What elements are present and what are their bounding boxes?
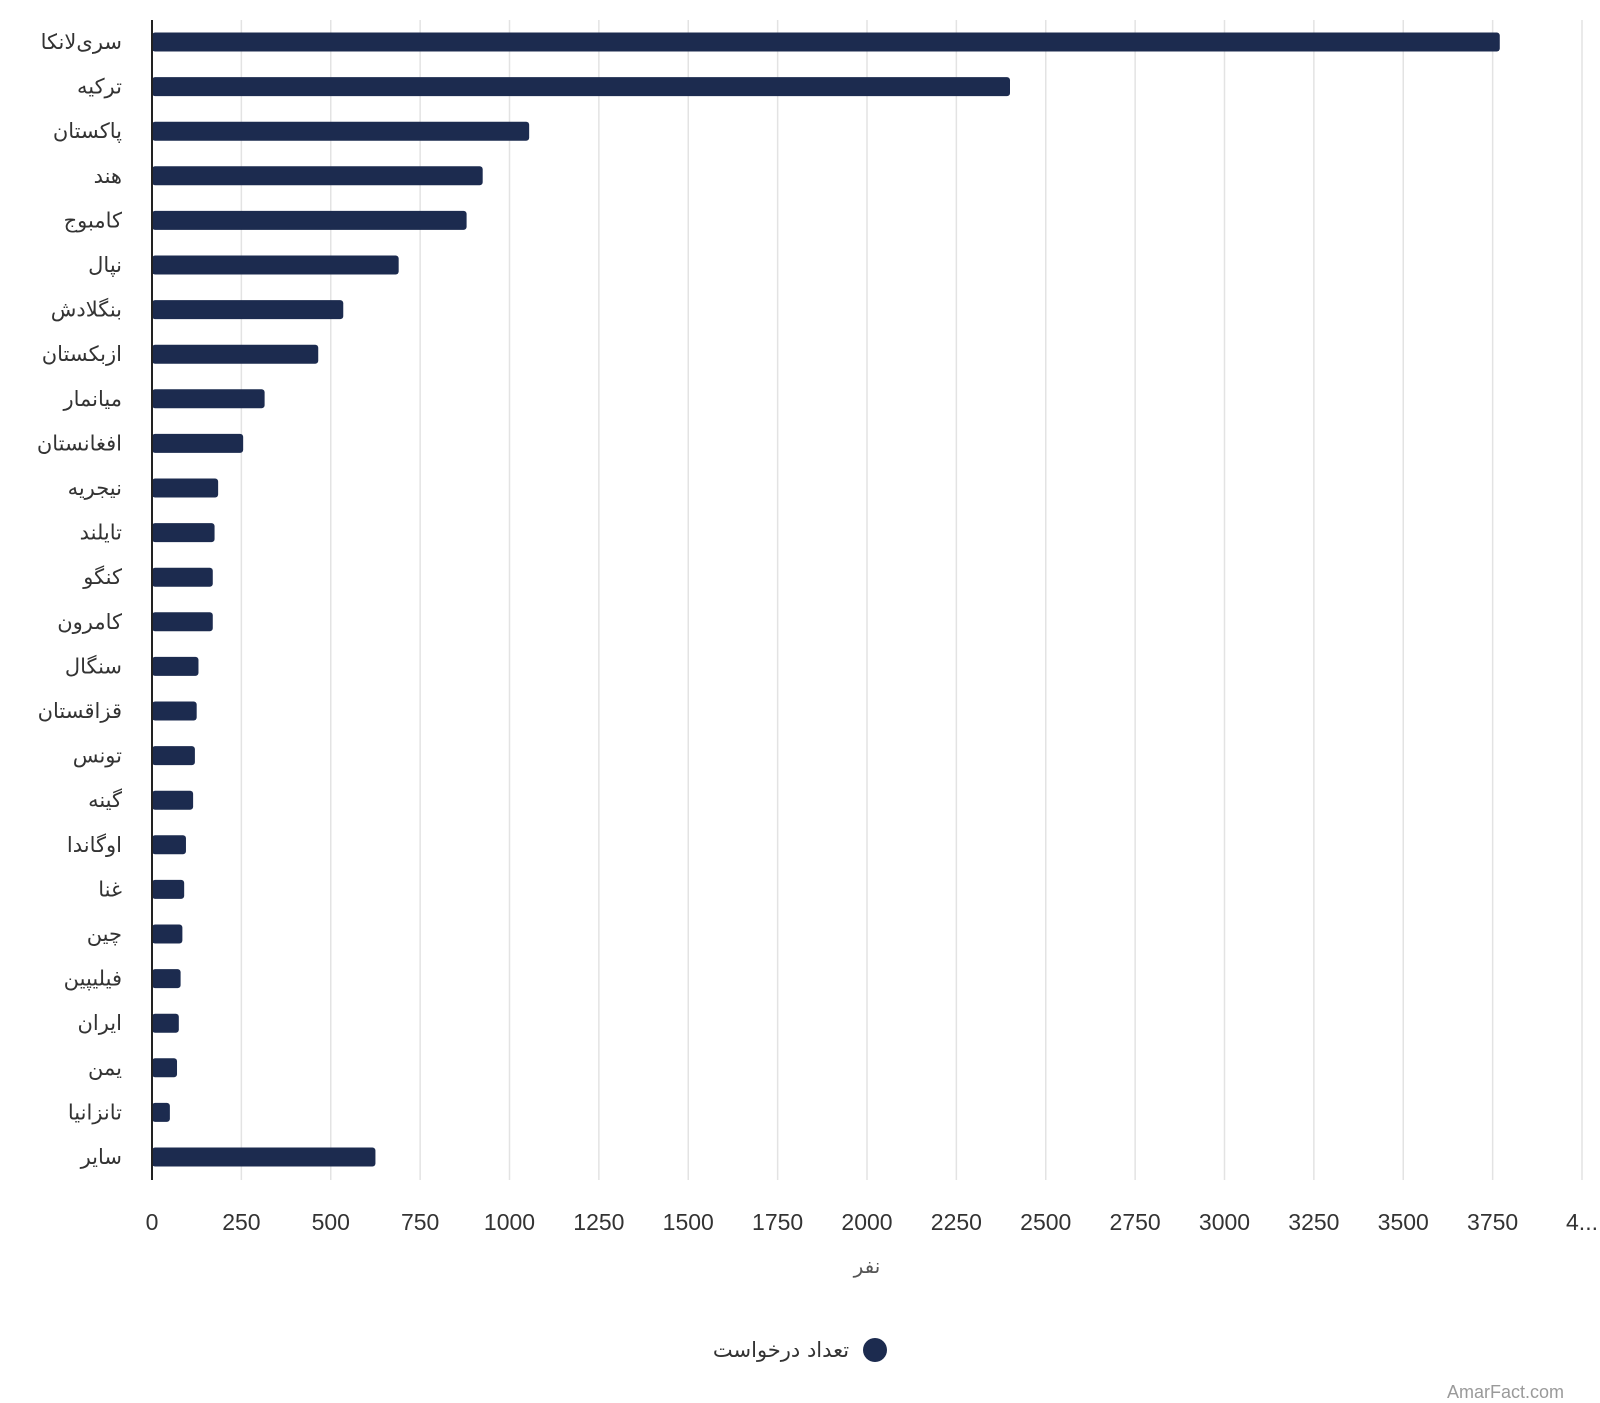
category-label: ایران	[77, 1011, 122, 1035]
bar[interactable]	[152, 344, 319, 364]
x-tick-label: 1000	[484, 1209, 535, 1235]
category-label: گینه	[88, 788, 122, 812]
bar[interactable]	[152, 567, 213, 587]
category-label: تایلند	[80, 521, 123, 545]
bar[interactable]	[152, 1147, 376, 1167]
x-tick-label: 4...	[1566, 1209, 1598, 1235]
bar[interactable]	[152, 790, 194, 810]
watermark: AmarFact.com	[1446, 1382, 1564, 1402]
category-label: کنگو	[82, 565, 122, 589]
bar-chart: سری‌لانکا ترکیه پاکستان هند کامبوج نپال بنگلاد…	[37, 20, 1598, 1278]
bar[interactable]	[152, 166, 483, 186]
category-label: تانزانیا	[68, 1100, 122, 1124]
x-axis-title: نفر	[853, 1254, 881, 1278]
bar[interactable]	[152, 1102, 170, 1122]
category-labels: سری‌لانکا ترکیه پاکستان هند کامبوج نپال بنگلاد…	[37, 30, 122, 1169]
category-label: غنا	[98, 877, 122, 901]
category-label: پاکستان	[53, 119, 122, 143]
x-tick-label: 2750	[1110, 1209, 1161, 1235]
bar[interactable]	[152, 255, 399, 275]
bar[interactable]	[152, 121, 530, 141]
bar[interactable]	[152, 656, 199, 676]
category-label: تونس	[73, 744, 122, 768]
bar[interactable]	[152, 924, 183, 944]
category-label: ترکیه	[77, 75, 122, 99]
bar[interactable]	[152, 1013, 179, 1033]
x-tick-label: 750	[401, 1209, 439, 1235]
category-label: نیجریه	[68, 476, 122, 500]
category-label: سنگال	[65, 654, 122, 678]
category-label: سری‌لانکا	[41, 30, 122, 54]
legend: تعداد درخواست	[0, 1330, 1600, 1370]
category-label: ازبکستان	[42, 342, 122, 366]
x-tick-label: 1250	[573, 1209, 624, 1235]
x-tick-label: 3750	[1467, 1209, 1518, 1235]
category-label: کامرون	[57, 610, 122, 634]
x-tick-label: 2500	[1020, 1209, 1071, 1235]
bar[interactable]	[152, 300, 344, 320]
category-label: هند	[94, 164, 122, 188]
bar[interactable]	[152, 389, 265, 409]
category-label: چین	[87, 922, 122, 946]
bar[interactable]	[152, 433, 244, 453]
x-tick-labels: 0 250 500 750 1000 1250 1500 1750 2000 2250 2500 27…	[146, 1209, 1598, 1235]
bar[interactable]	[152, 478, 219, 498]
bar[interactable]	[152, 77, 1010, 97]
category-label: افغانستان	[37, 431, 122, 455]
x-tick-label: 2000	[841, 1209, 892, 1235]
x-tick-label: 0	[146, 1209, 159, 1235]
bar[interactable]	[152, 210, 467, 230]
legend-item[interactable]: تعداد درخواست	[712, 1338, 888, 1362]
category-label: قزاقستان	[38, 699, 122, 723]
x-tick-label: 3000	[1199, 1209, 1250, 1235]
category-label: یمن	[88, 1056, 122, 1080]
bar[interactable]	[152, 969, 181, 989]
x-tick-label: 3500	[1378, 1209, 1429, 1235]
category-label: کامبوج	[64, 208, 122, 233]
bar[interactable]	[152, 32, 1500, 52]
legend-label: تعداد درخواست	[712, 1338, 850, 1362]
bar[interactable]	[152, 879, 185, 899]
category-label: اوگاندا	[67, 833, 122, 857]
category-label: میانمار	[62, 387, 122, 411]
x-tick-label: 250	[222, 1209, 260, 1235]
x-tick-label: 1750	[752, 1209, 803, 1235]
bar[interactable]	[152, 835, 186, 855]
x-tick-label: 3250	[1288, 1209, 1339, 1235]
x-tick-label: 2250	[931, 1209, 982, 1235]
bar[interactable]	[152, 746, 195, 766]
bar[interactable]	[152, 612, 213, 632]
bars	[152, 32, 1500, 1167]
bar[interactable]	[152, 523, 215, 543]
category-label: فیلیپین	[64, 967, 122, 991]
legend-marker	[863, 1338, 888, 1362]
category-label: بنگلادش	[51, 298, 122, 322]
x-tick-label: 1500	[663, 1209, 714, 1235]
bar[interactable]	[152, 1058, 178, 1078]
x-tick-label: 500	[312, 1209, 350, 1235]
category-label: سایر	[80, 1145, 122, 1169]
bar[interactable]	[152, 701, 197, 721]
category-label: نپال	[88, 253, 122, 277]
gridlines	[240, 20, 1583, 1180]
